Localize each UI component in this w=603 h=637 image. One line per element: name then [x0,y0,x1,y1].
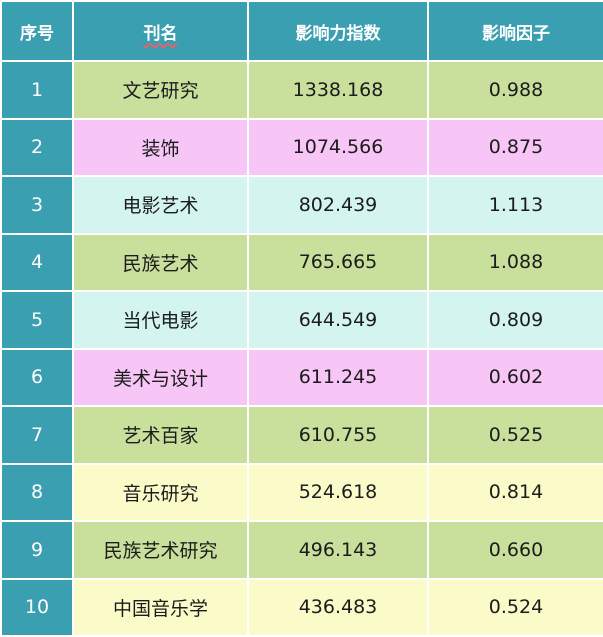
impact-index-cell: 765.665 [247,232,429,292]
table-row: 4 民族艺术 765.665 1.088 [0,232,603,292]
impact-index-cell: 611.245 [247,347,429,407]
journal-name-cell: 美术与设计 [72,347,249,407]
impact-index-cell: 524.618 [247,462,429,522]
header-impact-index: 影响力指数 [247,0,429,62]
table-row: 6 美术与设计 611.245 0.602 [0,347,603,407]
table-row: 2 装饰 1074.566 0.875 [0,117,603,177]
table-row: 7 艺术百家 610.755 0.525 [0,405,603,465]
journal-name-cell: 电影艺术 [72,175,249,235]
impact-index-cell: 610.755 [247,405,429,465]
row-index-cell: 9 [0,520,74,580]
row-index-cell: 3 [0,175,74,235]
table-row: 9 民族艺术研究 496.143 0.660 [0,520,603,580]
impact-factor-cell: 0.814 [427,462,603,522]
impact-index-cell: 802.439 [247,175,429,235]
journal-name-cell: 装饰 [72,117,249,177]
journal-name-cell: 文艺研究 [72,60,249,120]
impact-factor-cell: 1.113 [427,175,603,235]
row-index-cell: 2 [0,117,74,177]
journal-name-cell: 民族艺术 [72,232,249,292]
impact-factor-cell: 0.525 [427,405,603,465]
table-row: 10 中国音乐学 436.483 0.524 [0,577,603,637]
row-index-cell: 5 [0,290,74,350]
impact-index-cell: 436.483 [247,577,429,637]
impact-factor-cell: 0.660 [427,520,603,580]
journal-name-cell: 中国音乐学 [72,577,249,637]
table-row: 8 音乐研究 524.618 0.814 [0,462,603,522]
table-header-row: 序号 刊名 影响力指数 影响因子 [0,0,603,62]
impact-index-cell: 496.143 [247,520,429,580]
impact-index-cell: 1338.168 [247,60,429,120]
impact-factor-cell: 0.875 [427,117,603,177]
impact-index-cell: 644.549 [247,290,429,350]
row-index-cell: 10 [0,577,74,637]
journal-name-cell: 民族艺术研究 [72,520,249,580]
header-name: 刊名 [72,0,249,62]
row-index-cell: 6 [0,347,74,407]
header-impact-factor: 影响因子 [427,0,603,62]
row-index-cell: 4 [0,232,74,292]
table-body: 1 文艺研究 1338.168 0.988 2 装饰 1074.566 0.875 3 电影艺术 8… [0,60,603,637]
journal-name-cell: 音乐研究 [72,462,249,522]
header-index: 序号 [0,0,74,62]
impact-factor-cell: 1.088 [427,232,603,292]
row-index-cell: 8 [0,462,74,522]
table-row: 3 电影艺术 802.439 1.113 [0,175,603,235]
row-index-cell: 1 [0,60,74,120]
impact-factor-cell: 0.988 [427,60,603,120]
table-row: 5 当代电影 644.549 0.809 [0,290,603,350]
impact-factor-cell: 0.809 [427,290,603,350]
impact-index-cell: 1074.566 [247,117,429,177]
table-row: 1 文艺研究 1338.168 0.988 [0,60,603,120]
journal-name-cell: 当代电影 [72,290,249,350]
header-name-label: 刊名 [143,23,178,44]
row-index-cell: 7 [0,405,74,465]
impact-factor-cell: 0.602 [427,347,603,407]
journal-name-cell: 艺术百家 [72,405,249,465]
impact-factor-cell: 0.524 [427,577,603,637]
